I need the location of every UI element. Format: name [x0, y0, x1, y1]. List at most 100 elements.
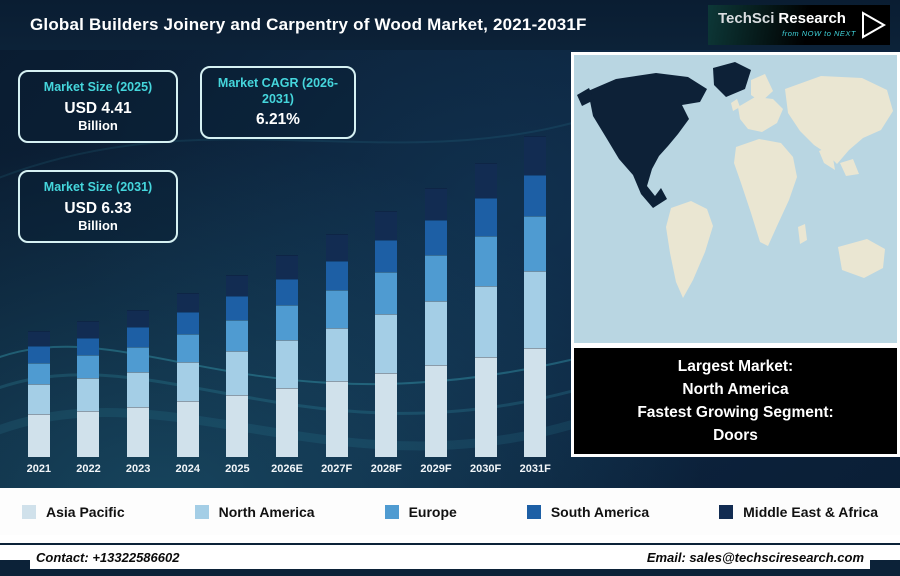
- continent-australia: [838, 239, 885, 278]
- x-axis-label: 2025: [225, 463, 250, 475]
- stat-label: Market CAGR (2026-2031): [217, 76, 339, 106]
- x-axis-label: 2031F: [519, 463, 551, 475]
- x-axis-label: 2022: [76, 463, 101, 475]
- legend-swatch: [526, 504, 541, 519]
- stat-unit: Billion: [78, 117, 118, 133]
- bar-segment-south-america: [424, 220, 447, 256]
- stat-label: Market Size (2025): [43, 80, 153, 94]
- legend-label: North America: [218, 503, 315, 520]
- bar-segment-europe: [27, 362, 50, 385]
- bar-segment-middle-east-africa: [276, 255, 299, 280]
- bar-2029F: 2029F: [411, 188, 461, 475]
- legend-swatch: [194, 504, 209, 519]
- bar-segment-asia-pacific: [375, 373, 398, 457]
- region-india: [819, 146, 835, 170]
- bar-segment-south-america: [176, 312, 199, 334]
- chart-panel: Market Size (2025) USD 4.41 Billion Mark…: [0, 50, 572, 488]
- bar-segment-europe: [474, 236, 497, 287]
- legend-label: Middle East & Africa: [743, 503, 878, 520]
- legend-item-asia-pacific: Asia Pacific: [22, 504, 125, 520]
- bar-segment-south-america: [524, 174, 547, 217]
- bar-segment-middle-east-africa: [524, 136, 547, 175]
- continent-europe: [738, 97, 783, 132]
- legend-item-middle-east-africa: Middle East & Africa: [719, 504, 878, 520]
- x-axis-label: 2026E: [271, 463, 303, 475]
- bar-segment-europe: [375, 272, 398, 315]
- stat-box-market-size-2025: Market Size (2025) USD 4.41 Billion: [18, 70, 178, 143]
- contact-email: Email: sales@techsciresearch.com: [646, 550, 864, 565]
- world-map-svg: [574, 55, 897, 343]
- bar-2024: 2024: [163, 292, 213, 475]
- bar-segment-south-america: [226, 296, 249, 321]
- bar-segment-south-america: [325, 261, 348, 291]
- bar-segment-middle-east-africa: [77, 321, 100, 338]
- x-axis-label: 2029F: [420, 463, 452, 475]
- region-alaska: [577, 88, 594, 106]
- stat-value: 6.21%: [256, 111, 300, 129]
- x-axis-label: 2027F: [321, 463, 353, 475]
- bar-segment-middle-east-africa: [375, 211, 398, 241]
- bar-segment-north-america: [276, 340, 299, 389]
- bar-segment-north-america: [127, 371, 150, 408]
- stat-box-market-size-2031: Market Size (2031) USD 6.33 Billion: [18, 170, 178, 243]
- bar-segment-middle-east-africa: [325, 234, 348, 262]
- bar-segment-middle-east-africa: [176, 292, 199, 313]
- logo-tagline: from NOW to NEXT: [782, 29, 856, 38]
- right-panel: Largest Market: North America Fastest Grow…: [571, 52, 900, 457]
- main-area: Market Size (2025) USD 4.41 Billion Mark…: [0, 50, 900, 488]
- bar-segment-north-america: [474, 286, 497, 357]
- bar-2023: 2023: [113, 309, 163, 475]
- bar-segment-asia-pacific: [524, 347, 547, 457]
- region-scandinavia: [751, 74, 773, 102]
- legend-item-north-america: North America: [194, 503, 315, 520]
- bar-segment-south-america: [276, 279, 299, 306]
- bar-segment-north-america: [27, 384, 50, 415]
- bar-2022: 2022: [64, 321, 114, 475]
- bar-segment-asia-pacific: [276, 388, 299, 457]
- stat-value: USD 6.33: [64, 199, 132, 217]
- region-madagascar: [798, 224, 807, 244]
- bar-segment-middle-east-africa: [226, 274, 249, 297]
- contact-phone: Contact: +13322586602: [36, 550, 180, 565]
- x-axis-label: 2021: [26, 463, 52, 475]
- page-title: Global Builders Joinery and Carpentry of…: [30, 15, 587, 34]
- legend-label: Asia Pacific: [46, 503, 125, 520]
- x-axis-label: 2023: [125, 463, 151, 475]
- bar-segment-north-america: [524, 270, 547, 348]
- footer: Contact: +13322586602 Email: sales@techs…: [0, 535, 900, 576]
- continent-asia: [785, 76, 893, 164]
- stat-unit: Billion: [78, 217, 118, 233]
- region-greenland: [713, 62, 751, 97]
- bar-segment-north-america: [176, 361, 199, 402]
- bar-segment-middle-east-africa: [27, 331, 50, 347]
- bar-2028F: 2028F: [361, 211, 411, 475]
- bar-2025: 2025: [213, 274, 263, 475]
- bar-segment-south-america: [77, 337, 100, 356]
- bar-segment-south-america: [375, 240, 398, 273]
- bar-segment-south-america: [27, 346, 50, 363]
- stat-label: Market Size (2031): [43, 180, 153, 194]
- bar-segment-europe: [276, 305, 299, 340]
- bar-segment-asia-pacific: [424, 365, 447, 457]
- bar-segment-asia-pacific: [226, 394, 249, 457]
- bar-segment-europe: [424, 255, 447, 301]
- x-axis-label: 2030F: [469, 463, 502, 475]
- bar-segment-asia-pacific: [77, 410, 100, 457]
- largest-market-box: Largest Market: North America Fastest Grow…: [574, 348, 897, 454]
- stacked-bar-chart: 2021 2022 2023 2024 2025 2026E 2027F 2028F 2029F…: [14, 119, 560, 475]
- bar-segment-north-america: [375, 314, 398, 374]
- bar-2031F: 2031F: [510, 136, 560, 475]
- continent-africa: [734, 139, 797, 246]
- highlight-line: North America: [682, 381, 789, 398]
- x-axis-label: 2028F: [370, 463, 402, 475]
- footer-divider: [0, 543, 900, 545]
- bar-segment-middle-east-africa: [474, 162, 497, 199]
- legend-swatch: [719, 504, 734, 519]
- techsci-logo: TechSci Research from NOW to NEXT: [708, 5, 890, 45]
- logo-brand-primary: TechSci: [718, 10, 775, 27]
- stat-value: USD 4.41: [64, 99, 132, 117]
- highlight-line: Fastest Growing Segment:: [637, 404, 834, 421]
- chart-legend: Asia Pacific North America Europe South Ame…: [0, 488, 900, 535]
- bar-segment-europe: [127, 346, 150, 372]
